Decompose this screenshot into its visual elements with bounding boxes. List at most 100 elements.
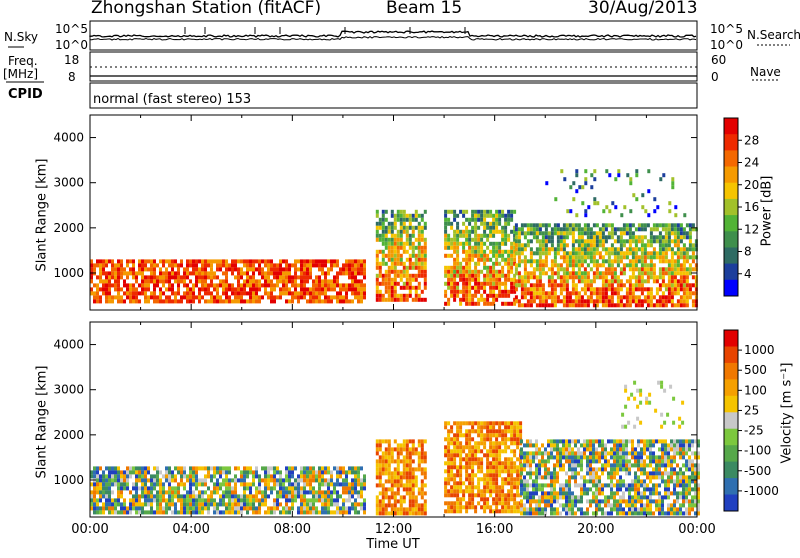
- heatmap-cell: [523, 279, 527, 284]
- heatmap-cell: [117, 287, 120, 292]
- heatmap-cell: [504, 441, 508, 446]
- heatmap-cell: [625, 463, 628, 468]
- heatmap-cell: [577, 275, 581, 280]
- heatmap-cell: [583, 447, 586, 452]
- heatmap-cell: [574, 483, 577, 488]
- heatmap-cell: [523, 243, 527, 248]
- heatmap-cell: [468, 233, 472, 238]
- heatmap-cell: [183, 474, 186, 479]
- heatmap-cell: [174, 263, 177, 268]
- heatmap-cell: [504, 257, 508, 262]
- heatmap-cell: [135, 474, 138, 479]
- heatmap-cell: [526, 275, 530, 280]
- heatmap-cell: [321, 494, 324, 499]
- heatmap-cell: [607, 503, 610, 508]
- heatmap-cell: [589, 227, 593, 232]
- heatmap-cell: [417, 439, 421, 444]
- heatmap-cell: [447, 265, 451, 270]
- heatmap-cell: [390, 451, 394, 456]
- heatmap-cell: [444, 453, 448, 458]
- heatmap-cell: [279, 267, 282, 272]
- heatmap-cell: [228, 490, 231, 495]
- heatmap-cell: [393, 217, 397, 222]
- heatmap-cell: [348, 267, 351, 272]
- heatmap-cell: [480, 469, 484, 474]
- heatmap-cell: [156, 474, 159, 479]
- heatmap-cell: [396, 467, 400, 472]
- heatmap-cell: [387, 257, 391, 262]
- heatmap-cell: [601, 231, 605, 236]
- heatmap-cell: [243, 466, 246, 471]
- heatmap-cell: [514, 223, 518, 228]
- heatmap-cell: [168, 279, 171, 284]
- heatmap-cell: [649, 287, 653, 292]
- heatmap-cell: [580, 463, 583, 468]
- heatmap-cell: [610, 467, 613, 472]
- heatmap-cell: [613, 275, 617, 280]
- heatmap-cell: [468, 237, 472, 242]
- heatmap-cell: [414, 499, 418, 504]
- heatmap-cell: [174, 506, 177, 511]
- heatmap-cell: [171, 263, 174, 268]
- heatmap-cell: [514, 231, 518, 236]
- heatmap-cell: [207, 299, 210, 304]
- heatmap-cell: [523, 271, 527, 276]
- heatmap-cell: [447, 301, 451, 306]
- heatmap-cell: [646, 439, 649, 444]
- heatmap-cell: [523, 475, 526, 480]
- heatmap-cell: [504, 509, 508, 514]
- heatmap-cell: [637, 475, 640, 480]
- heatmap-cell: [465, 217, 469, 222]
- heatmap-cell: [159, 478, 162, 483]
- heatmap-cell: [489, 461, 493, 466]
- heatmap-cell: [285, 291, 288, 296]
- heatmap-cell: [138, 299, 141, 304]
- heatmap-cell: [411, 507, 415, 512]
- heatmap-cell: [408, 491, 412, 496]
- heatmap-cell: [513, 433, 517, 438]
- heatmap-cell: [598, 287, 602, 292]
- heatmap-cell: [444, 213, 448, 218]
- heatmap-cell: [360, 263, 363, 268]
- heatmap-cell: [661, 291, 665, 296]
- heatmap-cell: [342, 283, 345, 288]
- heatmap-cell: [634, 451, 637, 456]
- heatmap-cell: [213, 510, 216, 515]
- heatmap-cell: [495, 449, 499, 454]
- heatmap-cell: [396, 471, 400, 476]
- heatmap-cell: [471, 217, 475, 222]
- heatmap-cell: [285, 502, 288, 507]
- heatmap-cell: [465, 229, 469, 234]
- heatmap-cell: [670, 271, 674, 276]
- heatmap-cell: [405, 257, 409, 262]
- heatmap-cell: [393, 503, 397, 508]
- heatmap-cell: [387, 463, 391, 468]
- heatmap-cell: [414, 507, 418, 512]
- heatmap-cell: [619, 499, 622, 504]
- heatmap-cell: [532, 283, 536, 288]
- heatmap-cell: [646, 463, 649, 468]
- heatmap-cell: [318, 510, 321, 515]
- heatmap-cell: [348, 283, 351, 288]
- heatmap-cell: [604, 303, 608, 308]
- heatmap-cell: [553, 507, 556, 512]
- heatmap-cell: [135, 279, 138, 284]
- heatmap-cell: [553, 223, 557, 228]
- heatmap-cell: [447, 465, 451, 470]
- heatmap-cell: [420, 495, 424, 500]
- heatmap-cell: [156, 275, 159, 280]
- heatmap-cell: [318, 291, 321, 296]
- heatmap-cell: [601, 235, 605, 240]
- heatmap-cell: [673, 303, 677, 308]
- heatmap-cell: [495, 473, 499, 478]
- heatmap-cell: [381, 273, 385, 278]
- heatmap-cell: [411, 233, 415, 238]
- heatmap-cell: [93, 474, 96, 479]
- heatmap-cell: [378, 273, 382, 278]
- heatmap-cell: [544, 259, 548, 264]
- heatmap-cell: [390, 293, 394, 298]
- heatmap-cell: [649, 251, 653, 256]
- heatmap-cell: [664, 247, 668, 252]
- heatmap-cell: [652, 459, 655, 464]
- heatmap-cell: [571, 463, 574, 468]
